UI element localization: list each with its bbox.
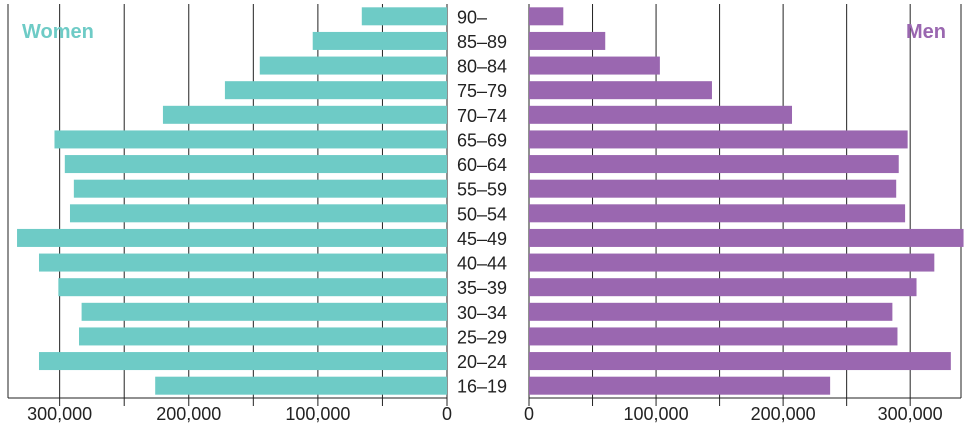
bar-men-20–24 [529, 352, 951, 371]
age-label-50–54: 50–54 [457, 204, 507, 224]
bar-women-35–39 [58, 278, 447, 297]
bar-men-55–59 [529, 179, 897, 198]
age-label-16–19: 16–19 [457, 377, 507, 397]
bar-men-25–29 [529, 327, 898, 346]
bar-women-40–44 [38, 253, 448, 272]
left-axis-ticks: 300,000 200,000 100,000 0 [27, 404, 452, 424]
bar-women-55–59 [73, 179, 447, 198]
bar-women-25–29 [79, 327, 447, 346]
age-label-45–49: 45–49 [457, 229, 507, 249]
bar-women-45–49 [17, 228, 447, 247]
tick-right-200000: 200,000 [751, 404, 816, 424]
age-label-30–34: 30–34 [457, 303, 507, 323]
bar-women-30–34 [81, 302, 448, 321]
bar-men-70–74 [529, 105, 793, 124]
legend-women: Women [22, 21, 94, 43]
legend-men: Men [906, 21, 946, 43]
bar-men-65–69 [529, 130, 908, 149]
age-group-labels: 16–19 20–24 25–29 30–34 35–39 40–44 45–49 50–54… [457, 7, 507, 396]
bar-women-60–64 [64, 155, 447, 174]
tick-left-200000: 200,000 [156, 404, 221, 424]
bar-women-70–74 [162, 105, 448, 124]
bar-women-90– [361, 7, 447, 26]
tick-left-300000: 300,000 [27, 404, 92, 424]
tick-left-0: 0 [442, 404, 452, 424]
bar-women-65–69 [54, 130, 447, 149]
age-label-35–39: 35–39 [457, 278, 507, 298]
age-label-65–69: 65–69 [457, 130, 507, 150]
age-label-85–89: 85–89 [457, 32, 507, 52]
right-axis-ticks: 0 100,000 200,000 300,000 [524, 404, 943, 424]
tick-left-100000: 100,000 [285, 404, 350, 424]
bar-women-16–19 [155, 376, 447, 395]
bar-men-45–49 [529, 228, 964, 247]
age-label-75–79: 75–79 [457, 81, 507, 101]
tick-right-300000: 300,000 [878, 404, 943, 424]
bar-men-16–19 [529, 376, 831, 395]
men-bars [529, 7, 964, 395]
bar-men-35–39 [529, 278, 917, 297]
bar-women-85–89 [312, 31, 447, 50]
tick-right-0: 0 [524, 404, 534, 424]
age-label-20–24: 20–24 [457, 352, 507, 372]
bar-women-75–79 [224, 81, 447, 100]
age-label-70–74: 70–74 [457, 106, 507, 126]
bar-women-50–54 [69, 204, 447, 223]
age-label-40–44: 40–44 [457, 254, 507, 274]
tick-right-100000: 100,000 [624, 404, 689, 424]
bar-men-80–84 [529, 56, 660, 75]
age-label-25–29: 25–29 [457, 327, 507, 347]
bar-men-40–44 [529, 253, 935, 272]
age-label-80–84: 80–84 [457, 57, 507, 77]
bar-men-30–34 [529, 302, 893, 321]
age-label-60–64: 60–64 [457, 155, 507, 175]
bar-men-75–79 [529, 81, 712, 100]
bar-men-50–54 [529, 204, 906, 223]
age-label-90–: 90– [457, 7, 487, 27]
bar-men-85–89 [529, 31, 606, 50]
women-bars [17, 7, 448, 395]
bar-women-20–24 [38, 352, 448, 371]
age-label-55–59: 55–59 [457, 180, 507, 200]
bar-men-60–64 [529, 155, 899, 174]
bar-men-90– [529, 7, 564, 26]
bar-women-80–84 [259, 56, 447, 75]
